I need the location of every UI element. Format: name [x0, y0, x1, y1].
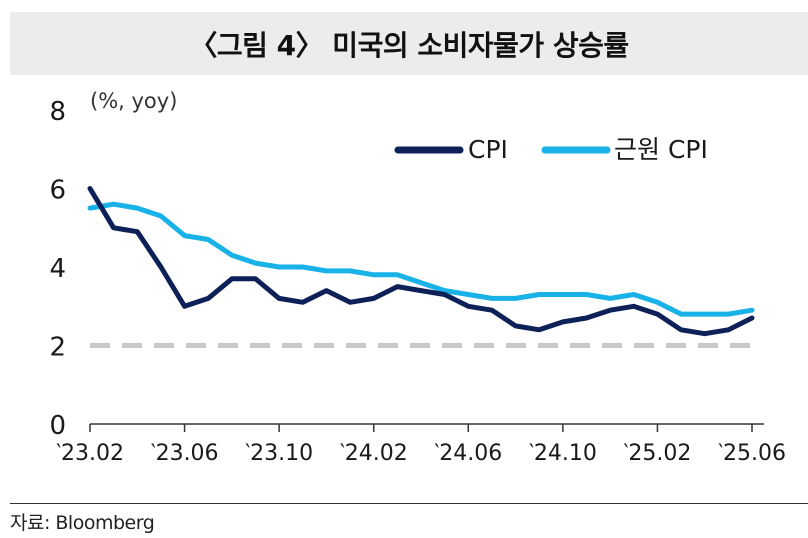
- legend: CPI 근원 CPI: [394, 135, 708, 164]
- source-note: 자료: Bloomberg: [10, 512, 155, 534]
- title-bar: 〈그림 4〉 미국의 소비자물가 상승률: [10, 12, 808, 75]
- x-tick-label: ‵23.10: [245, 441, 313, 466]
- x-tick-label: ‵24.06: [434, 441, 502, 466]
- legend-item-core-cpi: 근원 CPI: [541, 135, 708, 164]
- y-tick-label: 8: [49, 97, 66, 127]
- series-line-core-cpi: [87, 201, 755, 317]
- x-tick-label: ‵25.06: [718, 441, 786, 466]
- source-divider: [10, 503, 808, 504]
- axis-layer: 0 2 4 6 8 ‵23.02 ‵23.06 ‵23.10 ‵24.02 ‵24.06 ‵24.1…: [49, 97, 786, 466]
- x-tick-label: ‵24.10: [529, 441, 597, 466]
- y-tick-label: 6: [49, 176, 66, 206]
- chart-title: 〈그림 4〉 미국의 소비자물가 상승률: [189, 28, 629, 62]
- x-tick-label: ‵23.06: [151, 441, 219, 466]
- series-layer: [87, 186, 755, 348]
- y-tick-label: 2: [49, 333, 66, 363]
- series-line-cpi: [87, 186, 755, 337]
- x-tick-label: ‵25.02: [623, 441, 691, 466]
- legend-label: 근원 CPI: [614, 135, 708, 164]
- line-chart: 0 2 4 6 8 ‵23.02 ‵23.06 ‵23.10 ‵24.02 ‵24.06 ‵24.1…: [49, 89, 786, 466]
- y-tick-label: 0: [49, 411, 66, 441]
- legend-item-cpi: CPI: [394, 135, 508, 164]
- legend-label: CPI: [468, 135, 508, 164]
- unit-label: (%, yoy): [90, 89, 177, 113]
- x-tick-label: ‵24.02: [340, 441, 408, 466]
- x-tick-label: ‵23.02: [56, 441, 124, 466]
- y-tick-label: 4: [49, 254, 66, 284]
